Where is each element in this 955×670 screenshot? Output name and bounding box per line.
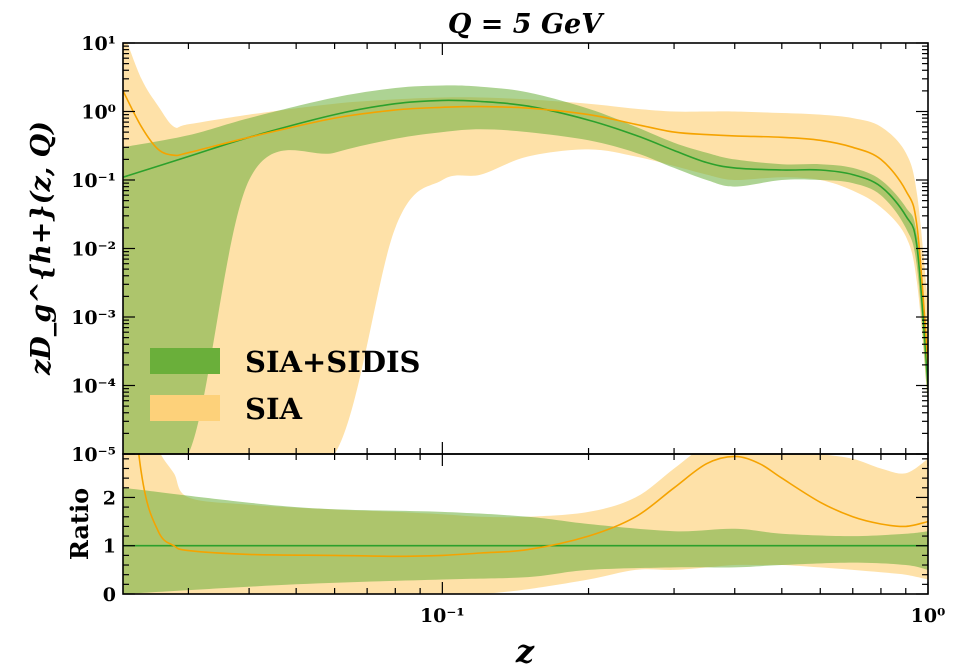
top-y-tick-label: 10⁰ [81,102,116,124]
legend-swatch-sia [150,395,220,421]
top-panel-bands [123,43,928,454]
legend-label-sia-sidis: SIA+SIDIS [245,345,420,379]
bottom-y-tick-label: 2 [103,487,116,509]
x-tick-label: 10⁻¹ [420,605,465,627]
x-axis-title: z [515,632,535,670]
top-panel-lines [123,90,928,386]
bottom-panel-bands [123,454,928,594]
top-band-sia-sidis [123,85,928,454]
top-y-tick-label: 10⁻⁴ [71,376,116,398]
top-y-tick-label: 10¹ [81,33,116,55]
bottom-panel-lines [123,454,928,558]
top-y-tick-label: 10⁻² [71,239,116,261]
legend: SIA+SIDIS SIA [150,345,420,426]
top-line-sia-sidis [123,99,928,386]
bottom-y-tick-label: 0 [103,584,116,606]
bottom-y-tick-label: 1 [103,536,116,558]
chart-title: Q = 5 GeV [448,9,605,40]
top-y-tick-label: 10⁻³ [71,307,116,329]
bottom-band-sia-sidis [123,487,928,594]
bottom-y-axis-title: Ratio [65,488,94,560]
bottom-panel-frame [122,453,929,595]
bottom-line-sia [137,454,928,558]
top-line-sia [123,90,928,365]
axis-tick-labels: 10⁻¹ 10⁰ 10¹ 10⁰ 10⁻¹ 10⁻² 10⁻³ 10⁻⁴ 10⁻⁵ 0 1 2 [71,33,945,627]
top-y-tick-label: 10⁻⁵ [71,444,116,466]
legend-swatch-sia-sidis [150,348,220,374]
axis-ticks [123,42,929,595]
x-tick-label: 10⁰ [911,605,946,627]
top-y-axis-title: zD_g^{h+}(z, Q) [26,121,57,376]
top-y-tick-label: 10⁻¹ [71,170,116,192]
legend-label-sia: SIA [245,392,303,426]
